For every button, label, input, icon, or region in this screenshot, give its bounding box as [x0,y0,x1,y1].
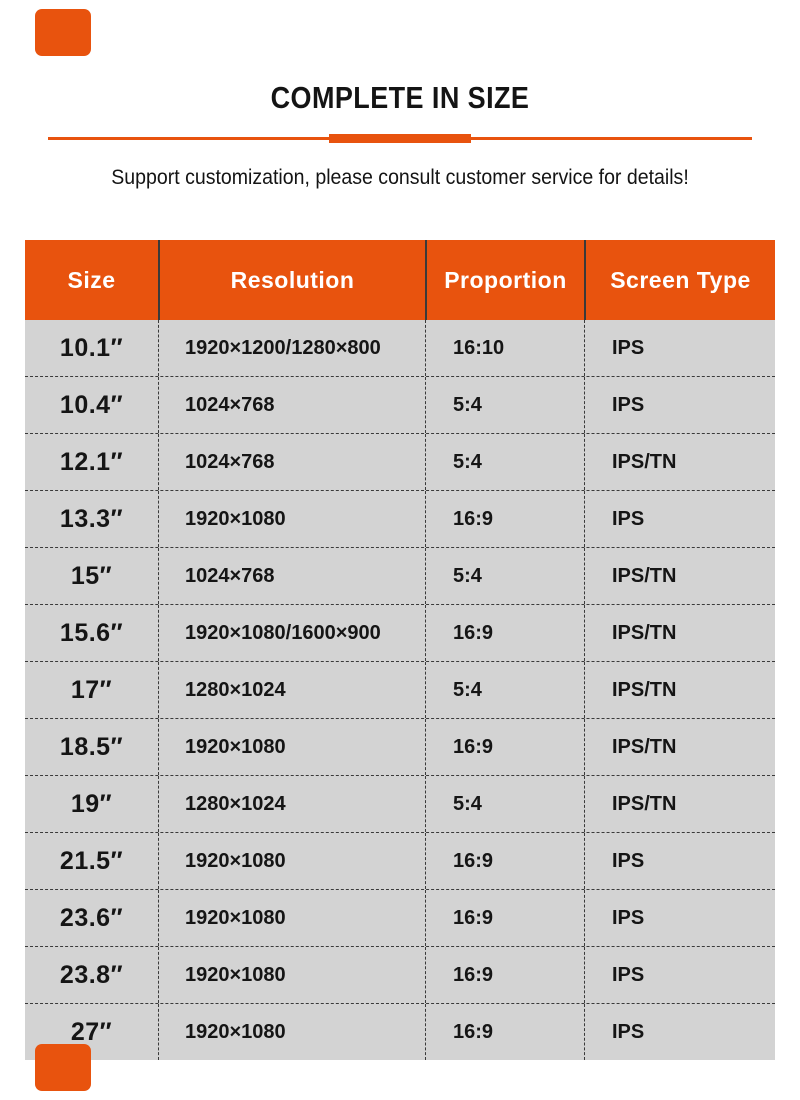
cell-screen-type: IPS [584,377,775,433]
cell-proportion: 5:4 [425,776,584,832]
cell-screen-type: IPS [584,1004,775,1060]
table-row: 10.4″ 1024×768 5:4 IPS [25,376,775,433]
cell-screen-type: IPS [584,320,775,376]
cell-screen-type: IPS [584,491,775,547]
divider-thick-segment [329,134,471,143]
cell-resolution: 1280×1024 [158,776,425,832]
cell-size: 17″ [70,675,113,704]
cell-size: 12.1″ [59,447,124,476]
cell-proportion: 5:4 [425,434,584,490]
cell-resolution: 1920×1080 [158,833,425,889]
cell-resolution: 1920×1200/1280×800 [158,320,425,376]
cell-proportion: 16:9 [425,1004,584,1060]
cell-proportion: 16:9 [425,719,584,775]
corner-accent-bottom [35,1044,91,1091]
cell-screen-type: IPS [584,947,775,1003]
cell-size: 15″ [70,561,113,590]
cell-size: 18.5″ [59,732,124,761]
cell-screen-type: IPS/TN [584,548,775,604]
cell-proportion: 5:4 [425,662,584,718]
cell-resolution: 1920×1080 [158,1004,425,1060]
header-cell-size: Size [67,266,116,293]
table-row: 12.1″ 1024×768 5:4 IPS/TN [25,433,775,490]
table-row: 15.6″ 1920×1080/1600×900 16:9 IPS/TN [25,604,775,661]
table-body: 10.1″ 1920×1200/1280×800 16:10 IPS 10.4″… [25,320,775,1060]
table-row: 17″ 1280×1024 5:4 IPS/TN [25,661,775,718]
cell-proportion: 5:4 [425,548,584,604]
table-row: 23.6″ 1920×1080 16:9 IPS [25,889,775,946]
table-row: 13.3″ 1920×1080 16:9 IPS [25,490,775,547]
table-row: 21.5″ 1920×1080 16:9 IPS [25,832,775,889]
cell-screen-type: IPS/TN [584,434,775,490]
cell-resolution: 1920×1080/1600×900 [158,605,425,661]
cell-proportion: 16:9 [425,833,584,889]
page-subtitle: Support customization, please consult cu… [111,166,689,189]
cell-resolution: 1920×1080 [158,719,425,775]
cell-screen-type: IPS [584,890,775,946]
cell-resolution: 1920×1080 [158,890,425,946]
cell-resolution: 1024×768 [158,434,425,490]
cell-size: 10.4″ [59,390,124,419]
table-row: 27″ 1920×1080 16:9 IPS [25,1003,775,1060]
cell-proportion: 16:9 [425,491,584,547]
cell-proportion: 16:10 [425,320,584,376]
table-header-row: Size Resolution Proportion Screen Type [25,240,775,320]
cell-size: 27″ [70,1017,113,1046]
corner-accent-top [35,9,91,56]
cell-screen-type: IPS/TN [584,605,775,661]
cell-screen-type: IPS [584,833,775,889]
header-cell-resolution: Resolution [158,240,425,320]
cell-size: 21.5″ [59,846,124,875]
table-row: 15″ 1024×768 5:4 IPS/TN [25,547,775,604]
cell-resolution: 1920×1080 [158,491,425,547]
table-row: 19″ 1280×1024 5:4 IPS/TN [25,775,775,832]
cell-size: 23.8″ [59,960,124,989]
table-row: 18.5″ 1920×1080 16:9 IPS/TN [25,718,775,775]
table-row: 10.1″ 1920×1200/1280×800 16:10 IPS [25,320,775,376]
header-cell-screen-type: Screen Type [584,240,775,320]
screen-spec-table: Size Resolution Proportion Screen Type 1… [25,240,775,1060]
cell-resolution: 1024×768 [158,377,425,433]
cell-size: 15.6″ [59,618,124,647]
cell-screen-type: IPS/TN [584,719,775,775]
cell-size: 13.3″ [59,504,124,533]
cell-resolution: 1920×1080 [158,947,425,1003]
cell-size: 23.6″ [59,903,124,932]
header-cell-proportion: Proportion [425,240,584,320]
cell-resolution: 1280×1024 [158,662,425,718]
cell-proportion: 16:9 [425,890,584,946]
cell-proportion: 16:9 [425,605,584,661]
cell-proportion: 5:4 [425,377,584,433]
cell-proportion: 16:9 [425,947,584,1003]
title-divider [48,134,752,143]
cell-size: 19″ [70,789,113,818]
table-row: 23.8″ 1920×1080 16:9 IPS [25,946,775,1003]
cell-screen-type: IPS/TN [584,776,775,832]
cell-size: 10.1″ [59,333,124,362]
cell-resolution: 1024×768 [158,548,425,604]
page-title: COMPLETE IN SIZE [270,80,530,115]
cell-screen-type: IPS/TN [584,662,775,718]
